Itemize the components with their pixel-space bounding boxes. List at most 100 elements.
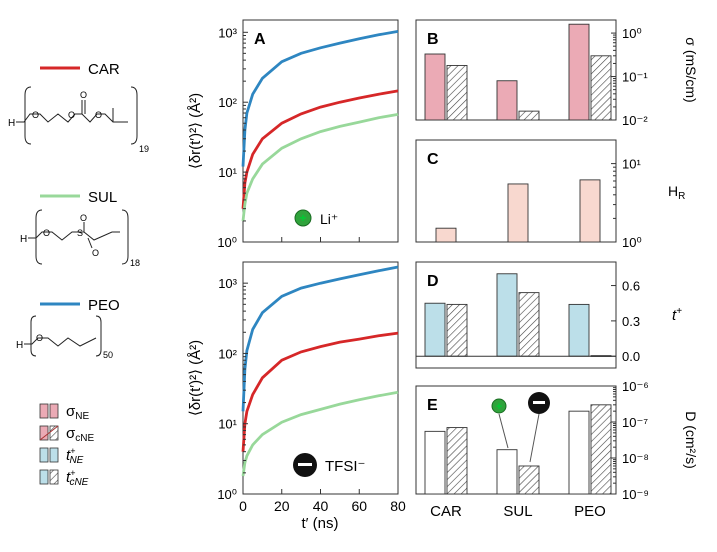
- peo-struct-o: O: [36, 333, 43, 343]
- polymer-legend: CAR H O O O O 19 SUL H O S O O 18 PEO: [8, 61, 149, 360]
- key-t-cne-label: t+ cNE: [66, 468, 89, 488]
- msd-line-peo: [241, 30, 399, 167]
- e-tfsi-ion-minus: [533, 401, 545, 404]
- category-label-car: CAR: [430, 503, 462, 520]
- key-swatch-sigma-ne: [39, 403, 49, 419]
- sul-struct-o3: O: [92, 248, 99, 258]
- car-struct-o2: O: [68, 110, 75, 120]
- panel-d: D 0.0 0.3 0.6 t+: [415, 261, 682, 369]
- li-ion-icon: [294, 209, 312, 227]
- panel-c-letter: C: [427, 151, 439, 168]
- sul-legend-label: SUL: [88, 189, 117, 206]
- panel-e-ylabel: D (cm²/s): [683, 411, 699, 469]
- tfsi-ion-minus: [298, 463, 312, 466]
- e-li-ion-icon: [491, 398, 507, 414]
- key-sigma-ne-label: σNE: [66, 403, 89, 422]
- key-sigma-cne-label: σcNE: [66, 425, 94, 444]
- y-tick-label: 10⁻⁸: [622, 451, 649, 466]
- category-label-peo: PEO: [574, 503, 606, 520]
- panel-a-series: [241, 30, 399, 222]
- sul-struct-o1: O: [43, 228, 50, 238]
- y-tick-label: 10²: [218, 346, 237, 361]
- cation-leader-line: [498, 413, 509, 449]
- category-labels: CAR SUL PEO: [430, 503, 606, 520]
- panel-a-ylabel: ⟨δr(t′)²⟩ (Å²): [187, 93, 204, 169]
- bar-sul-0: [496, 273, 518, 357]
- bar-car-1: [446, 427, 468, 495]
- x-tick-label: 40: [313, 498, 329, 514]
- msd-line-sul: [241, 390, 399, 477]
- panel-tfsi-series: [241, 265, 399, 477]
- y-tick-label: 0.3: [622, 314, 640, 329]
- x-tick-label: 0: [239, 498, 247, 514]
- y-tick-label: 10³: [218, 25, 237, 40]
- anion-leader-line: [529, 413, 540, 463]
- y-tick-label: 10⁰: [622, 26, 642, 41]
- sul-struct-h: H: [20, 234, 27, 245]
- key-swatch-sigma-cne-2: [49, 425, 59, 441]
- panel-e-bars: [424, 404, 612, 495]
- panel-tfsi-y-ticks: 10⁰ 10¹ 10² 10³: [217, 261, 248, 502]
- panel-d-bars: [416, 273, 616, 357]
- car-repeat: 19: [139, 144, 149, 154]
- msd-line-car: [241, 331, 399, 452]
- y-tick-label: 10⁻⁶: [622, 379, 649, 394]
- car-struct-o3: O: [80, 90, 87, 100]
- panel-a-x-ticks: [242, 237, 399, 242]
- panel-d-letter: D: [427, 273, 439, 290]
- panel-tfsi-x-ticks: 0 20 40 60 80: [239, 489, 406, 514]
- peo-repeat: 50: [103, 350, 113, 360]
- panel-b-y-ticks: 10⁻² 10⁻¹ 10⁰: [611, 19, 648, 128]
- y-tick-label: 10⁻⁷: [622, 415, 648, 430]
- panel-c-y-ticks: 10⁰ 10¹: [611, 139, 642, 250]
- bar-sul-1: [518, 292, 540, 357]
- y-tick-label: 10⁰: [217, 235, 237, 250]
- bar-peo-0: [568, 410, 590, 495]
- panel-tfsi-ylabel: ⟨δr(t′)²⟩ (Å²): [187, 340, 204, 416]
- bar-peo-0: [568, 23, 590, 121]
- sul-struct-o2: O: [80, 213, 87, 223]
- bar-peo-0: [568, 303, 590, 357]
- bar-sul-0: [496, 80, 518, 121]
- x-tick-label: 80: [390, 498, 406, 514]
- key-t-ne-label: t+ NE: [66, 446, 84, 466]
- key-swatch-t-ne: [39, 447, 49, 463]
- key-swatch-t-cne-2: [49, 469, 59, 485]
- panel-tfsi-annotation: TFSI⁻: [325, 458, 365, 475]
- panel-b-bars: [424, 23, 612, 121]
- category-label-sul: SUL: [503, 503, 532, 520]
- key-swatch-sigma-ne-2: [49, 403, 59, 419]
- bar-sul-0: [496, 449, 518, 495]
- sul-struct-s: S: [77, 228, 83, 238]
- key-swatch-sigma-cne: [39, 425, 49, 441]
- bar-car-1: [446, 303, 468, 357]
- car-struct-o1: O: [32, 110, 39, 120]
- msd-line-car: [241, 89, 399, 209]
- y-tick-label: 10¹: [218, 165, 237, 180]
- y-tick-label: 10⁰: [217, 487, 237, 502]
- panel-d-frame: [415, 261, 617, 369]
- x-tick-label: 20: [274, 498, 290, 514]
- bar-car-1: [446, 64, 468, 121]
- e-li-ion-plus: +: [496, 401, 502, 413]
- msd-line-sul: [241, 113, 399, 222]
- panel-tfsi-xlabel: t′ (ns): [302, 515, 339, 532]
- car-legend-label: CAR: [88, 61, 120, 78]
- key-swatch-t-cne: [39, 469, 49, 485]
- panel-e: E 10⁻⁹ 10⁻⁸ 10⁻⁷ 10⁻⁶ D (cm²/s) +: [415, 379, 699, 502]
- panel-e-letter: E: [427, 397, 438, 414]
- y-tick-label: 10⁰: [622, 235, 642, 250]
- car-struct-o4: O: [95, 110, 102, 120]
- panel-d-ylabel: t+: [672, 306, 682, 324]
- bar-peo-1: [590, 404, 612, 495]
- y-tick-label: 0.0: [622, 349, 640, 364]
- bar-sul-0: [507, 183, 529, 243]
- panel-a-annotation: Li⁺: [320, 211, 338, 227]
- bar-car-0: [424, 302, 446, 357]
- car-struct-h: H: [8, 118, 15, 129]
- peo-structure-icon: [24, 315, 102, 357]
- y-tick-label: 10³: [218, 276, 237, 291]
- panel-b-letter: B: [427, 31, 439, 48]
- bar-sul-1: [518, 110, 540, 121]
